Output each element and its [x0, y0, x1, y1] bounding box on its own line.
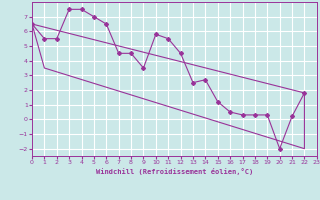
X-axis label: Windchill (Refroidissement éolien,°C): Windchill (Refroidissement éolien,°C)	[96, 168, 253, 175]
